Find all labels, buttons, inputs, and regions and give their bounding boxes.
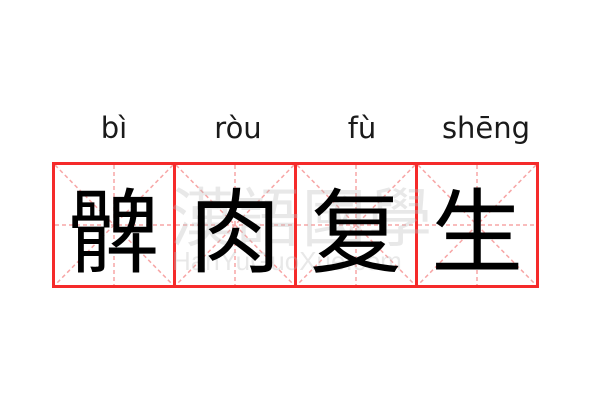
character-grid: 髀 肉 复 生 xyxy=(52,162,548,288)
pinyin-1: bì xyxy=(100,111,128,145)
character-cell-4: 生 xyxy=(415,162,539,288)
pinyin-row: bì ròu fù shēng xyxy=(52,108,548,148)
character-cell-3: 复 xyxy=(294,162,418,288)
grid-guides xyxy=(55,165,173,285)
grid-guides xyxy=(176,165,294,285)
character-cell-2: 肉 xyxy=(173,162,297,288)
grid-guides xyxy=(297,165,415,285)
character-3: 复 xyxy=(309,179,402,287)
character-cell-1: 髀 xyxy=(52,162,176,288)
pinyin-2: ròu xyxy=(214,111,262,145)
character-4: 生 xyxy=(430,179,523,287)
character-2: 肉 xyxy=(188,179,281,287)
grid-guides xyxy=(418,165,536,285)
pinyin-3: fù xyxy=(347,111,377,145)
pinyin-4: shēng xyxy=(441,111,531,145)
character-1: 髀 xyxy=(67,179,160,287)
